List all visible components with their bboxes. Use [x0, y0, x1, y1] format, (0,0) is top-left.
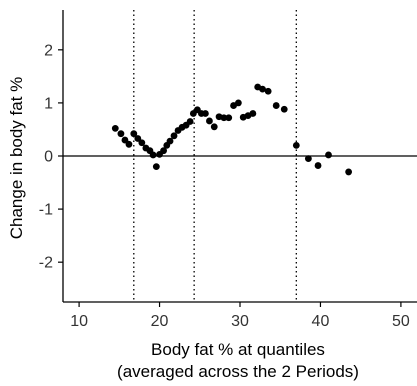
- data-point: [272, 102, 280, 109]
- data-point: [186, 118, 194, 125]
- data-point: [130, 130, 138, 138]
- data-point: [225, 114, 233, 122]
- x-tick-label: 30: [231, 313, 249, 330]
- data-point: [125, 140, 133, 148]
- x-tick-label: 10: [70, 313, 88, 330]
- data-point: [134, 135, 142, 142]
- data-point: [325, 151, 332, 159]
- data-point: [210, 123, 218, 131]
- data-point: [249, 110, 257, 117]
- data-point: [202, 110, 209, 117]
- reference-lines: [63, 10, 417, 302]
- data-point: [206, 117, 213, 125]
- data-point: [220, 114, 228, 122]
- data-point: [234, 99, 242, 107]
- data-point: [152, 163, 160, 171]
- data-point: [314, 162, 322, 169]
- y-tick-label: 1: [44, 95, 53, 112]
- y-tick-label: 0: [44, 149, 53, 166]
- data-point: [149, 151, 157, 159]
- data-point: [345, 168, 353, 176]
- data-point: [280, 105, 288, 113]
- x-tick-label: 40: [312, 313, 330, 330]
- x-axis-title-line-1: Body fat % at quantiles: [151, 340, 325, 359]
- y-axis-title: Change in body fat %: [7, 77, 26, 240]
- y-tick-label: -2: [39, 255, 53, 272]
- y-tick-label: 2: [44, 42, 53, 59]
- data-point: [264, 87, 272, 95]
- x-tick-label: 50: [392, 313, 410, 330]
- data-point: [121, 136, 129, 144]
- x-tick-label: 20: [151, 313, 169, 330]
- x-axis-title-line-2: (averaged across the 2 Periods): [117, 362, 359, 381]
- data-point: [259, 85, 266, 93]
- axis-ticks: 210-1-210 20 30 40 50: [39, 42, 410, 330]
- y-tick-label: -1: [39, 202, 53, 219]
- data-point: [292, 141, 300, 149]
- data-point: [138, 139, 146, 147]
- data-point: [166, 137, 174, 145]
- data-point: [160, 147, 167, 155]
- data-points: [111, 83, 353, 176]
- data-point: [304, 155, 312, 163]
- data-point: [111, 124, 119, 132]
- data-point: [117, 130, 125, 138]
- data-point: [170, 132, 178, 140]
